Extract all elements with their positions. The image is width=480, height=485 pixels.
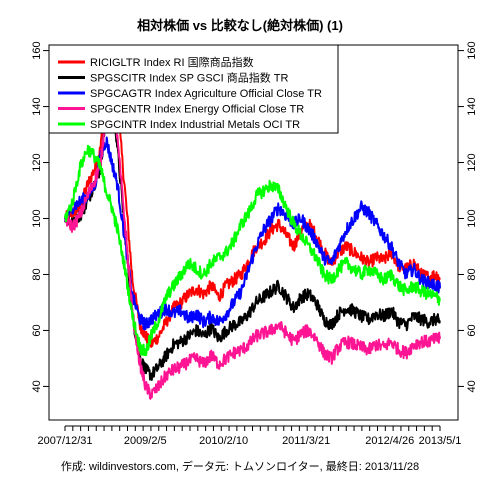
legend-label: RICIGLTR Index RI 国際商品指数 (90, 55, 254, 69)
y-tick-label-right: 100 (466, 209, 478, 227)
y-tick-label-right: 140 (466, 97, 478, 115)
series-line-5 (64, 144, 441, 357)
x-tick-label: 2010/2/10 (199, 435, 248, 447)
y-tick-label-left: 60 (31, 324, 43, 336)
y-tick-label-right: 80 (466, 268, 478, 280)
x-tick-label: 2013/5/1 (419, 435, 462, 447)
legend: RICIGLTR Index RI 国際商品指数 SPGSCITR Index S… (48, 44, 339, 134)
y-tick-label-left: 100 (31, 209, 43, 227)
y-tick-label-right: 120 (466, 153, 478, 171)
y-tick-label-left: 120 (31, 153, 43, 171)
series-line-3 (64, 136, 441, 331)
x-tick-label: 2011/3/21 (282, 435, 330, 447)
y-tick-label-right: 40 (466, 380, 478, 392)
y-axis-right: 40 60 80 100 120 140 160 (458, 41, 478, 393)
y-tick-label-right: 160 (466, 41, 478, 59)
x-tick-label: 2009/2/5 (124, 435, 167, 447)
y-axis-left: 40 60 80 100 120 140 160 (31, 41, 49, 393)
y-tick-label-left: 40 (31, 380, 43, 392)
legend-box (48, 44, 339, 134)
x-tick-label: 2007/12/31 (37, 435, 92, 447)
series-line-1 (64, 47, 441, 348)
legend-label: SPGCENTR Index Energy Official Close TR (90, 104, 304, 116)
series-layer (64, 47, 441, 400)
legend-label: SPGCAGTR Index Agriculture Official Clos… (90, 88, 322, 100)
y-tick-label-left: 80 (31, 268, 43, 280)
series-line-4 (64, 86, 441, 400)
legend-label: SPGCINTR Index Industrial Metals OCI TR (90, 119, 300, 131)
y-tick-label-right: 60 (466, 324, 478, 336)
x-axis: 2007/12/31 2009/2/5 2010/2/10 2011/3/21 2012… (37, 425, 462, 447)
chart-title: 相対株価 vs 比較なし(絶対株価) (1) (137, 18, 343, 33)
chart-caption: 作成: wildinvestors.com, データ元: トムソンロイター, 最… (61, 459, 419, 473)
y-tick-label-left: 160 (31, 41, 43, 59)
y-tick-label-left: 140 (31, 97, 43, 115)
x-tick-label: 2012/4/26 (365, 435, 414, 447)
legend-label: SPGSCITR Index SP GSCI 商品指数 TR (90, 71, 289, 85)
